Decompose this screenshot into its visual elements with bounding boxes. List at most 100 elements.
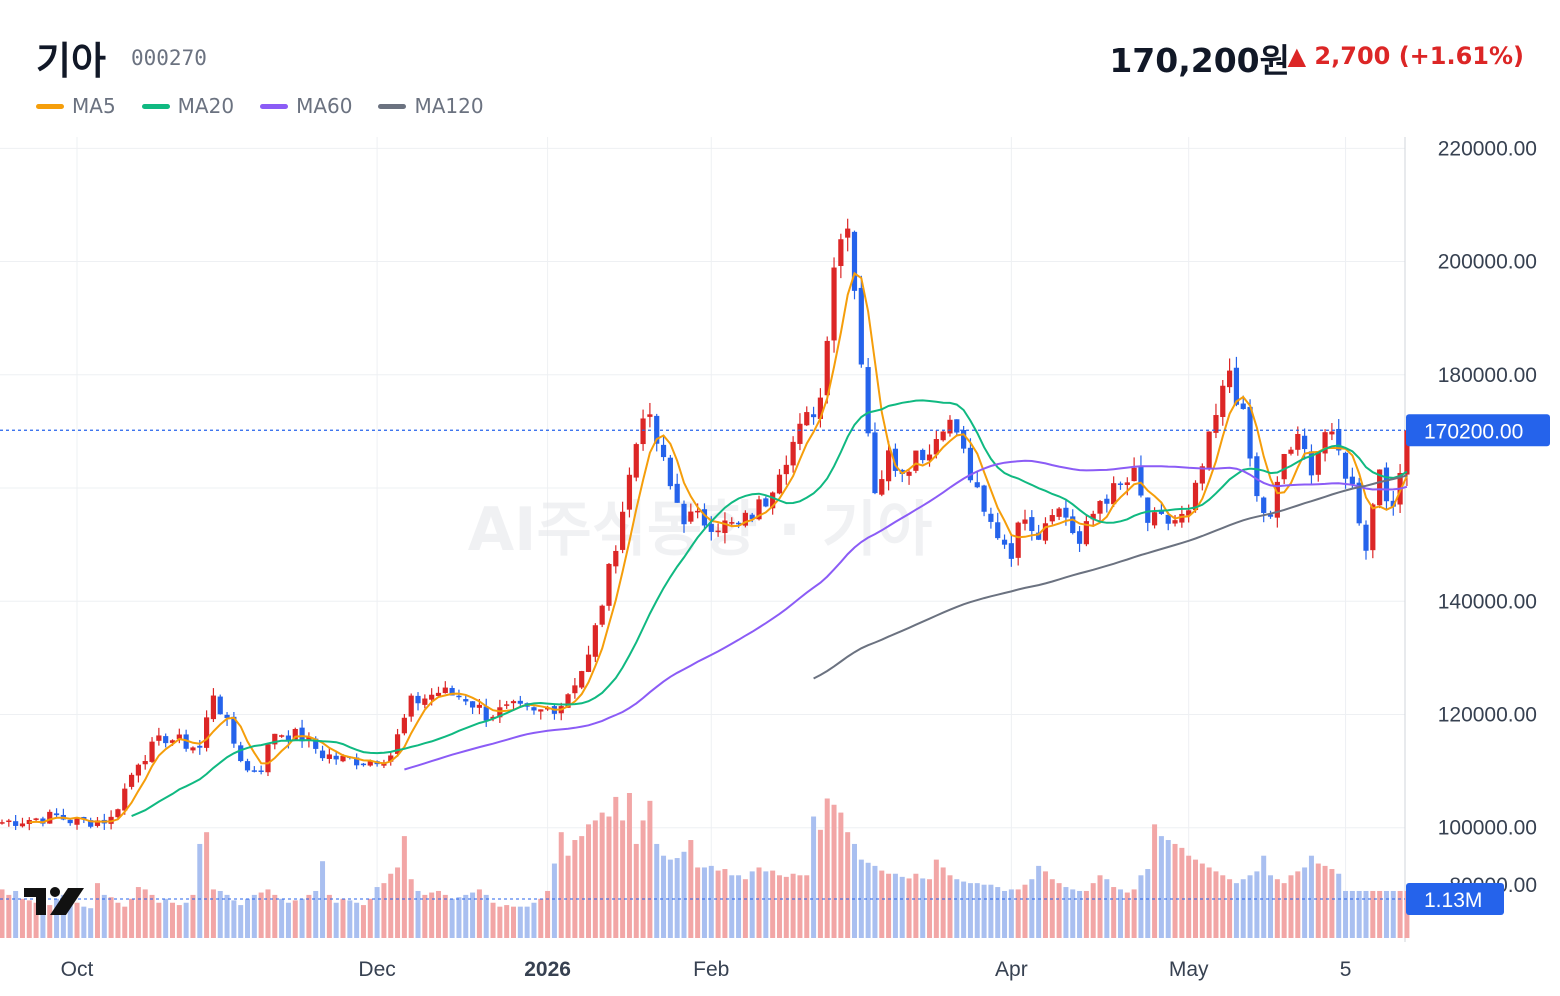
volume-bar [251, 894, 257, 938]
candle-body [1199, 466, 1205, 484]
candle-body [1383, 467, 1390, 502]
candle-body [33, 818, 39, 820]
volume-bar [381, 883, 387, 938]
legend-ma5-label: MA5 [72, 94, 116, 118]
volume-bar [183, 902, 189, 938]
candle-body [1240, 403, 1246, 410]
candle-body [1267, 514, 1274, 517]
candle-body [926, 454, 933, 461]
candle-body [1117, 483, 1124, 485]
candle-body [940, 431, 946, 441]
candle-body [504, 704, 510, 706]
volume-bar [1008, 889, 1014, 938]
candle-body [1001, 539, 1008, 545]
volume-bar [1022, 884, 1028, 938]
legend-ma5[interactable]: MA5 [36, 94, 116, 118]
candle-body [244, 761, 251, 771]
candle-body [538, 709, 544, 712]
ma60-line [404, 459, 1408, 771]
candle-body [1076, 531, 1083, 544]
volume-bar [1056, 883, 1062, 938]
volume-bar [279, 898, 285, 938]
volume-bar [517, 906, 523, 938]
volume-bar [142, 889, 148, 938]
time-axis[interactable]: Oct Dec 2026 Feb Apr May 5 [61, 958, 1352, 981]
volume-bar [722, 869, 728, 938]
candle-body [763, 498, 769, 507]
candle-body [367, 760, 373, 766]
candle-body [197, 745, 203, 748]
volume-bar [817, 829, 823, 938]
volume-bar [852, 843, 857, 938]
price-axis[interactable]: 220000.00 200000.00 180000.00 140000.00 1200… [1438, 137, 1537, 897]
volume-bar [1036, 865, 1042, 938]
volume-bar [1145, 869, 1151, 938]
volume-bar [483, 894, 489, 938]
volume-bar [1077, 890, 1083, 938]
candle-body [326, 754, 332, 759]
volume-bar [504, 905, 510, 938]
volume-bar [47, 905, 53, 938]
volume-bar [1302, 867, 1308, 938]
candle-body [53, 813, 60, 816]
candle-body [251, 770, 257, 772]
candle-body [776, 474, 783, 494]
candle-body [954, 419, 960, 433]
volume-bar [1172, 843, 1178, 938]
candle-body [947, 419, 953, 434]
candle-body [599, 605, 605, 625]
volume-bar [695, 867, 701, 938]
legend-ma20[interactable]: MA20 [141, 94, 234, 118]
volume-bar [1397, 890, 1403, 938]
volume-bar [674, 858, 680, 938]
candle-body [1104, 498, 1110, 504]
volume-bar [667, 859, 673, 938]
volume-bar [586, 824, 592, 938]
volume-bar [149, 894, 155, 938]
candle-body [810, 414, 817, 418]
price-tag-label: 170200.00 [1424, 420, 1523, 443]
volume-bar [360, 905, 366, 938]
ma120-line [813, 474, 1408, 680]
candle-body [817, 397, 823, 419]
candle-body [1329, 431, 1335, 435]
volume-bar [613, 796, 619, 938]
volume-bar [204, 832, 210, 938]
candle-body [1349, 476, 1355, 485]
volume-bar [1104, 879, 1110, 938]
volume-bar [811, 816, 817, 938]
candle-body [967, 447, 974, 481]
candle-body [640, 418, 646, 445]
candle-body [858, 287, 864, 365]
candle-body [749, 514, 755, 520]
price-change: ▲ 2,700 (+1.61%) [1287, 42, 1524, 70]
candle-body [1288, 449, 1294, 454]
volume-bar [224, 894, 230, 938]
candle-body [585, 654, 592, 672]
volume-bar [804, 875, 810, 938]
candle-body [1377, 469, 1383, 506]
candle-body [729, 522, 735, 524]
volume-bar [511, 906, 516, 938]
candle-body [1111, 483, 1117, 505]
candle-body [1056, 508, 1062, 517]
volume-bar [1029, 879, 1035, 938]
candle-body [565, 694, 571, 708]
candle-body [210, 695, 217, 720]
candle-body [1390, 500, 1396, 507]
candle-body [1192, 482, 1199, 511]
ma20-line [131, 399, 1408, 818]
tradingview-logo [24, 887, 84, 915]
legend-ma60[interactable]: MA60 [260, 94, 352, 118]
volume-bar [354, 902, 360, 938]
candle-body [190, 747, 196, 751]
volume-bar [367, 898, 373, 938]
legend-ma120[interactable]: MA120 [378, 94, 484, 118]
candle-body [613, 550, 619, 567]
volume-bars [0, 793, 1410, 938]
candle-body [1336, 428, 1342, 451]
volume-bar [374, 887, 380, 938]
candle-body [756, 499, 762, 520]
candle-body [476, 704, 482, 708]
